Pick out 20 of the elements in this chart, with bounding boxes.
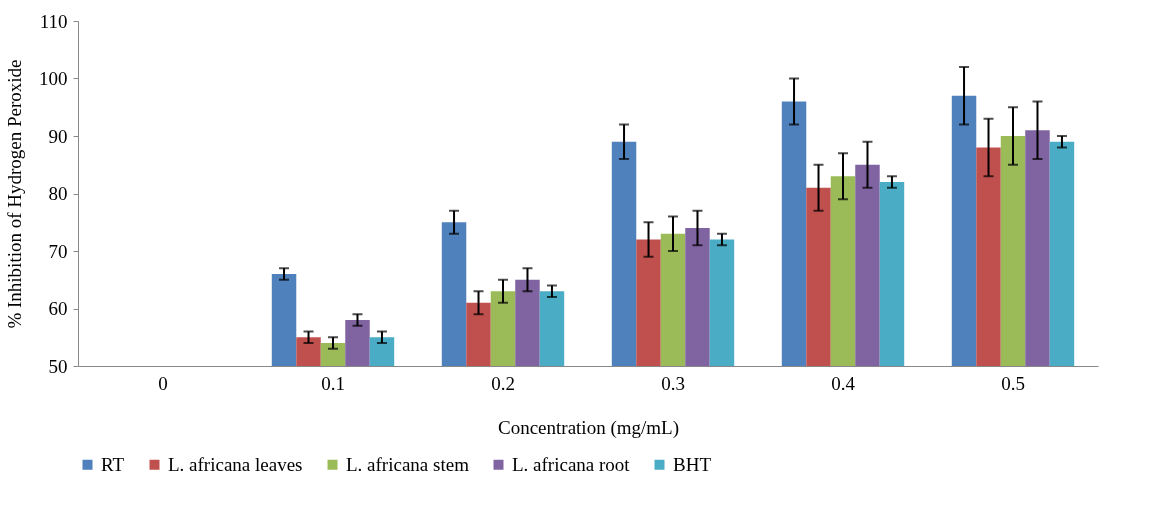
y-tick-label: 80 — [48, 183, 68, 204]
y-tick-label: 60 — [48, 298, 68, 319]
x-tick-label: 0.3 — [661, 372, 685, 394]
x-tick-label: 0.1 — [321, 372, 345, 394]
x-tick-label: 0.2 — [491, 372, 515, 394]
legend-label: RT — [101, 453, 125, 475]
x-tick-label: 0 — [158, 372, 168, 394]
y-tick-label: 100 — [39, 68, 68, 89]
legend-label: L. africana stem — [346, 453, 470, 475]
legend-label: BHT — [673, 453, 712, 475]
y-tick-label: 50 — [48, 355, 68, 377]
legend-label: L. africana leaves — [168, 453, 303, 475]
x-axis-title: Concentration (mg/mL) — [498, 416, 679, 439]
x-tick-label: 0.4 — [831, 372, 856, 394]
legend-label: L. africana root — [512, 453, 631, 475]
y-tick-label: 110 — [39, 10, 68, 32]
y-tick-label: 90 — [48, 125, 68, 147]
y-axis-title: % Inhibition of Hydrogen Peroxide — [4, 59, 25, 329]
y-tick-label: 70 — [48, 240, 68, 262]
x-tick-label: 0.5 — [1001, 372, 1025, 394]
